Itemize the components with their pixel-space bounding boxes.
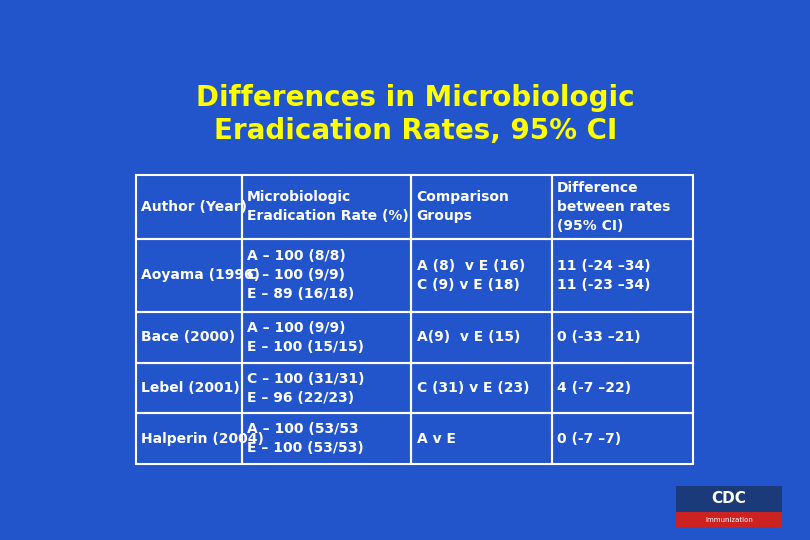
Bar: [411, 363, 552, 413]
Bar: [552, 413, 693, 464]
Bar: [242, 363, 411, 413]
Bar: [136, 312, 242, 363]
Text: C (31) v E (23): C (31) v E (23): [416, 381, 529, 395]
Bar: [552, 312, 693, 363]
Text: Immunization: Immunization: [705, 517, 753, 523]
Text: A – 100 (8/8)
C – 100 (9/9)
E – 89 (16/18): A – 100 (8/8) C – 100 (9/9) E – 89 (16/1…: [247, 249, 354, 301]
Bar: [552, 175, 693, 239]
FancyBboxPatch shape: [676, 486, 782, 526]
Text: 4 (-7 –22): 4 (-7 –22): [557, 381, 631, 395]
Bar: [411, 312, 552, 363]
Bar: [242, 413, 411, 464]
Text: 0 (-7 –7): 0 (-7 –7): [557, 431, 621, 446]
Bar: [411, 175, 552, 239]
Bar: [411, 239, 552, 312]
Text: A – 100 (53/53
E – 100 (53/53): A – 100 (53/53 E – 100 (53/53): [247, 422, 364, 455]
Bar: [136, 413, 242, 464]
Text: C – 100 (31/31)
E – 96 (22/23): C – 100 (31/31) E – 96 (22/23): [247, 372, 364, 404]
Bar: [136, 363, 242, 413]
Bar: [552, 239, 693, 312]
Text: Comparison
Groups: Comparison Groups: [416, 190, 509, 224]
Text: Author (Year): Author (Year): [141, 200, 247, 214]
Bar: [242, 175, 411, 239]
Text: A – 100 (9/9)
E – 100 (15/15): A – 100 (9/9) E – 100 (15/15): [247, 321, 364, 354]
Bar: [242, 312, 411, 363]
Bar: [136, 239, 242, 312]
Text: 0 (-33 –21): 0 (-33 –21): [557, 330, 641, 345]
Bar: [676, 486, 782, 512]
Bar: [676, 512, 782, 526]
Text: Bace (2000): Bace (2000): [141, 330, 235, 345]
Text: Aoyama (1996): Aoyama (1996): [141, 268, 260, 282]
Text: Lebel (2001): Lebel (2001): [141, 381, 240, 395]
Text: Differences in Microbiologic
Eradication Rates, 95% CI: Differences in Microbiologic Eradication…: [196, 84, 634, 145]
Text: Difference
between rates
(95% CI): Difference between rates (95% CI): [557, 181, 671, 233]
Text: CDC: CDC: [711, 491, 747, 507]
Bar: [242, 239, 411, 312]
Text: A(9)  v E (15): A(9) v E (15): [416, 330, 520, 345]
Bar: [552, 363, 693, 413]
Bar: [136, 175, 242, 239]
Bar: [411, 413, 552, 464]
Text: Halperin (2004): Halperin (2004): [141, 431, 264, 446]
Text: A v E: A v E: [416, 431, 455, 446]
Text: Microbiologic
Eradication Rate (%): Microbiologic Eradication Rate (%): [247, 190, 409, 224]
Text: 11 (-24 –34)
11 (-23 –34): 11 (-24 –34) 11 (-23 –34): [557, 259, 651, 292]
Text: A (8)  v E (16)
C (9) v E (18): A (8) v E (16) C (9) v E (18): [416, 259, 525, 292]
